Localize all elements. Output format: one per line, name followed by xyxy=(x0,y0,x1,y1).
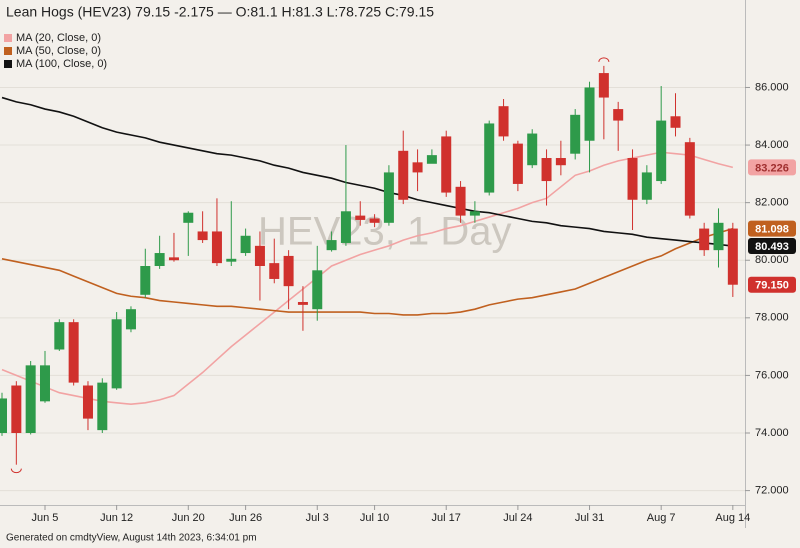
y-tick-label: 84.000 xyxy=(755,139,789,151)
x-tick-label: Jun 20 xyxy=(172,512,205,524)
candle-body xyxy=(713,222,724,251)
candle-body xyxy=(297,301,308,305)
price-label: 80.493 xyxy=(755,241,789,253)
legend-label: MA (100, Close, 0) xyxy=(16,58,107,70)
candle-body xyxy=(0,398,7,434)
candle-body xyxy=(369,218,380,223)
legend-label: MA (50, Close, 0) xyxy=(16,45,101,57)
candle-body xyxy=(527,133,538,166)
y-tick-label: 86.000 xyxy=(755,81,789,93)
legend-label: MA (20, Close, 0) xyxy=(16,32,101,44)
candle-body xyxy=(226,258,237,262)
legend-swatch xyxy=(4,34,12,42)
candle-body xyxy=(383,172,394,223)
candle-body xyxy=(412,162,423,173)
candle-body xyxy=(82,385,93,419)
footer: Generated on cmdtyView, August 14th 2023… xyxy=(6,533,257,544)
y-tick-label: 80.000 xyxy=(755,254,789,266)
price-badge xyxy=(748,220,796,237)
candle-body xyxy=(39,365,50,402)
candle-body xyxy=(355,215,366,220)
candle-body xyxy=(340,211,351,243)
candle-body xyxy=(484,123,495,193)
candle-body xyxy=(240,235,251,254)
candle-body xyxy=(11,385,22,434)
price-label: 79.150 xyxy=(755,280,789,292)
candle-body xyxy=(627,158,638,200)
candle-body xyxy=(670,116,681,128)
candle-body xyxy=(125,309,136,330)
candle-body xyxy=(111,319,122,389)
x-tick-label: Jul 17 xyxy=(432,512,461,524)
candle-body xyxy=(555,158,566,166)
price-label: 83.226 xyxy=(755,162,789,174)
x-tick-label: Aug 7 xyxy=(647,512,676,524)
x-tick-label: Jul 10 xyxy=(360,512,389,524)
candle-body xyxy=(498,106,509,137)
x-tick-label: Jul 24 xyxy=(503,512,532,524)
candle-body xyxy=(140,266,151,295)
candle-body xyxy=(398,150,409,200)
candle-body xyxy=(541,158,552,182)
candle-body xyxy=(684,142,695,216)
price-badge xyxy=(748,276,796,293)
price-badge xyxy=(748,159,796,176)
x-tick-label: Jun 12 xyxy=(100,512,133,524)
candle-body xyxy=(570,114,581,154)
candle-body xyxy=(727,228,738,285)
chart-title: Lean Hogs (HEV23) 79.15 -2.175 — O:81.1 … xyxy=(6,4,434,20)
candle-body xyxy=(211,231,222,264)
candle-body xyxy=(312,270,323,310)
price-label: 81.098 xyxy=(755,224,789,236)
candle-body xyxy=(68,322,79,383)
candle-body xyxy=(613,109,624,121)
y-tick-label: 72.000 xyxy=(755,485,789,497)
candle-body xyxy=(455,186,466,216)
candle-body xyxy=(426,155,437,164)
candle-body xyxy=(183,212,194,223)
legend-swatch xyxy=(4,60,12,68)
candle-body xyxy=(168,257,179,261)
candle-body xyxy=(54,322,65,350)
candle-body xyxy=(269,263,280,279)
x-tick-label: Jul 3 xyxy=(306,512,329,524)
candle-body xyxy=(598,73,609,98)
y-tick-label: 76.000 xyxy=(755,369,789,381)
candle-body xyxy=(97,382,108,431)
candle-body xyxy=(197,231,208,241)
x-tick-label: Jun 5 xyxy=(32,512,59,524)
candle-body xyxy=(441,136,452,193)
candle-body xyxy=(154,253,165,266)
candle-body xyxy=(512,143,523,184)
candle-body xyxy=(254,245,265,266)
ma-line xyxy=(1,96,733,247)
y-tick-label: 74.000 xyxy=(755,427,789,439)
low-marker xyxy=(10,468,22,474)
price-badge xyxy=(748,238,796,255)
x-tick-label: Jun 26 xyxy=(229,512,262,524)
ma-line xyxy=(1,151,734,406)
candle-body xyxy=(584,87,595,141)
candle-body xyxy=(469,211,480,216)
candle-body xyxy=(656,120,667,182)
legend-swatch xyxy=(4,47,12,55)
x-tick-label: Jul 31 xyxy=(575,512,604,524)
y-tick-label: 82.000 xyxy=(755,197,789,209)
candle-body xyxy=(641,172,652,200)
x-tick-label: Aug 14 xyxy=(715,512,750,524)
candle-body xyxy=(283,255,294,287)
candle-body xyxy=(326,240,337,251)
high-marker xyxy=(598,57,610,62)
y-tick-label: 78.000 xyxy=(755,312,789,324)
candle-body xyxy=(699,228,710,251)
candle-body xyxy=(25,365,36,434)
ma-line xyxy=(1,227,734,316)
